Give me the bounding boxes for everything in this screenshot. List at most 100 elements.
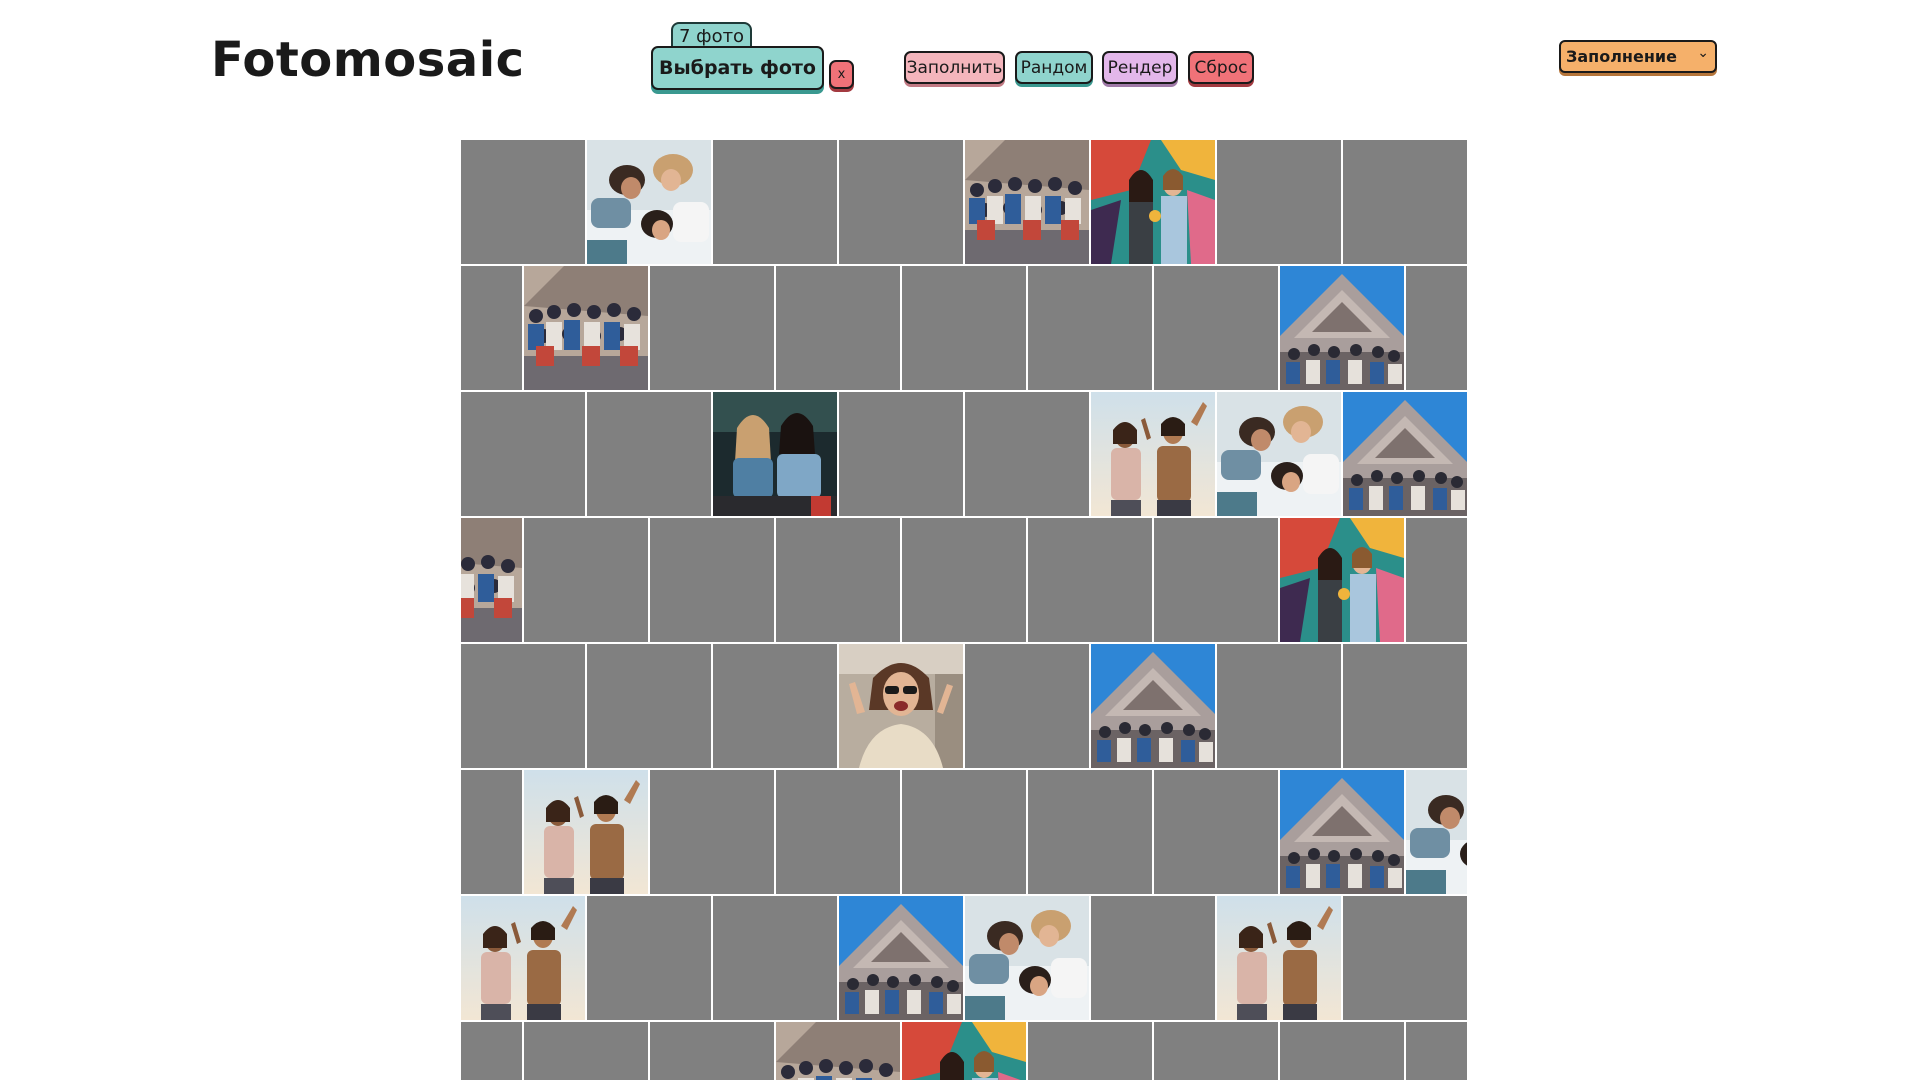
mosaic-empty-tile[interactable] — [461, 140, 585, 264]
reset-button[interactable]: Сброс — [1188, 51, 1254, 84]
mosaic-empty-tile[interactable] — [461, 644, 585, 768]
mosaic-photo-tile[interactable] — [776, 1022, 900, 1080]
mosaic-empty-tile[interactable] — [587, 392, 711, 516]
mosaic-empty-tile[interactable] — [1343, 140, 1467, 264]
mosaic-empty-tile[interactable] — [524, 1022, 648, 1080]
mosaic-empty-tile[interactable] — [1028, 1022, 1152, 1080]
mosaic-empty-tile[interactable] — [650, 1022, 774, 1080]
mosaic-empty-tile[interactable] — [902, 518, 1026, 642]
mosaic-empty-tile[interactable] — [1028, 770, 1152, 894]
mosaic-photo-tile[interactable] — [839, 644, 963, 768]
mosaic-empty-tile[interactable] — [1154, 1022, 1278, 1080]
mosaic-empty-tile[interactable] — [587, 644, 711, 768]
mosaic-photo-tile[interactable] — [524, 266, 648, 390]
tile-photo-church — [1091, 644, 1215, 768]
mosaic-empty-tile[interactable] — [776, 770, 900, 894]
tile-photo-sunset — [1217, 896, 1341, 1020]
mosaic-photo-tile[interactable] — [524, 770, 648, 894]
mode-select-value: Заполнение — [1566, 47, 1677, 66]
mosaic-photo-tile[interactable] — [902, 1022, 1026, 1080]
mosaic-empty-tile[interactable] — [524, 518, 648, 642]
mosaic-empty-tile[interactable] — [902, 266, 1026, 390]
mosaic-empty-tile[interactable] — [902, 770, 1026, 894]
mosaic-empty-tile[interactable] — [1091, 896, 1215, 1020]
mosaic-photo-tile[interactable] — [461, 518, 522, 642]
mosaic-photo-tile[interactable] — [587, 140, 711, 264]
mosaic-empty-tile[interactable] — [776, 266, 900, 390]
mosaic-photo-tile[interactable] — [965, 896, 1089, 1020]
mosaic-empty-tile[interactable] — [1343, 644, 1467, 768]
mosaic-photo-tile[interactable] — [1091, 392, 1215, 516]
mosaic-empty-tile[interactable] — [650, 266, 774, 390]
mosaic-empty-tile[interactable] — [1406, 266, 1467, 390]
mosaic-photo-tile[interactable] — [1217, 392, 1341, 516]
mosaic-photo-tile[interactable] — [965, 140, 1089, 264]
tile-photo-church — [1280, 266, 1404, 390]
mosaic-empty-tile[interactable] — [1217, 140, 1341, 264]
tile-photo-lying — [1217, 392, 1341, 516]
tile-photo-church — [1343, 392, 1467, 516]
tile-photo-group — [524, 266, 648, 390]
tile-photo-sunset — [461, 896, 585, 1020]
tile-photo-mural — [902, 1022, 1026, 1080]
tile-photo-church — [839, 896, 963, 1020]
clear-photos-button[interactable]: x — [829, 60, 854, 89]
mosaic-empty-tile[interactable] — [1028, 266, 1152, 390]
mosaic-empty-tile[interactable] — [839, 392, 963, 516]
mosaic-empty-tile[interactable] — [1217, 644, 1341, 768]
mosaic-empty-tile[interactable] — [965, 392, 1089, 516]
mosaic-photo-tile[interactable] — [1406, 770, 1467, 894]
render-button[interactable]: Рендер — [1102, 51, 1178, 84]
tile-photo-sunset — [524, 770, 648, 894]
tile-photo-mural — [1091, 140, 1215, 264]
mosaic-empty-tile[interactable] — [1280, 1022, 1404, 1080]
mosaic-empty-tile[interactable] — [839, 140, 963, 264]
mosaic-empty-tile[interactable] — [1343, 896, 1467, 1020]
mosaic-empty-tile[interactable] — [1028, 518, 1152, 642]
fill-button[interactable]: Заполнить — [904, 51, 1005, 84]
mosaic-photo-tile[interactable] — [839, 896, 963, 1020]
mosaic-photo-tile[interactable] — [461, 896, 585, 1020]
mosaic-empty-tile[interactable] — [713, 896, 837, 1020]
mosaic-photo-tile[interactable] — [1217, 896, 1341, 1020]
mode-select[interactable]: Заполнение ⌄ — [1559, 40, 1717, 73]
mosaic-empty-tile[interactable] — [1154, 266, 1278, 390]
tile-photo-group — [461, 518, 522, 642]
photo-count-badge: 7 фото — [671, 22, 753, 49]
mosaic-empty-tile[interactable] — [713, 644, 837, 768]
tile-photo-sunset — [1091, 392, 1215, 516]
mosaic-photo-tile[interactable] — [1280, 266, 1404, 390]
mosaic-canvas[interactable] — [461, 140, 1467, 1080]
tile-photo-mural — [1280, 518, 1404, 642]
mosaic-empty-tile[interactable] — [587, 896, 711, 1020]
choose-photo-button[interactable]: Выбрать фото — [651, 46, 824, 90]
mosaic-photo-tile[interactable] — [1091, 644, 1215, 768]
tile-photo-lying — [587, 140, 711, 264]
tile-photo-group — [776, 1022, 900, 1080]
tile-photo-selfie — [839, 644, 963, 768]
mosaic-empty-tile[interactable] — [1154, 518, 1278, 642]
mosaic-empty-tile[interactable] — [965, 644, 1089, 768]
mosaic-empty-tile[interactable] — [650, 770, 774, 894]
mosaic-empty-tile[interactable] — [461, 392, 585, 516]
mosaic-photo-tile[interactable] — [1280, 518, 1404, 642]
mosaic-empty-tile[interactable] — [713, 140, 837, 264]
app-logo: Fotomosaic — [211, 32, 525, 88]
mosaic-empty-tile[interactable] — [1154, 770, 1278, 894]
mosaic-empty-tile[interactable] — [461, 1022, 522, 1080]
mosaic-photo-tile[interactable] — [1091, 140, 1215, 264]
tile-photo-friends — [713, 392, 837, 516]
tile-photo-lying — [965, 896, 1089, 1020]
random-button[interactable]: Рандом — [1015, 51, 1093, 84]
mosaic-empty-tile[interactable] — [461, 770, 522, 894]
mosaic-empty-tile[interactable] — [1406, 518, 1467, 642]
mosaic-empty-tile[interactable] — [776, 518, 900, 642]
upload-group: 7 фото Выбрать фото x — [651, 22, 861, 102]
mosaic-photo-tile[interactable] — [1343, 392, 1467, 516]
mosaic-photo-tile[interactable] — [713, 392, 837, 516]
mosaic-empty-tile[interactable] — [1406, 1022, 1467, 1080]
mosaic-photo-tile[interactable] — [1280, 770, 1404, 894]
mosaic-empty-tile[interactable] — [650, 518, 774, 642]
mosaic-empty-tile[interactable] — [461, 266, 522, 390]
